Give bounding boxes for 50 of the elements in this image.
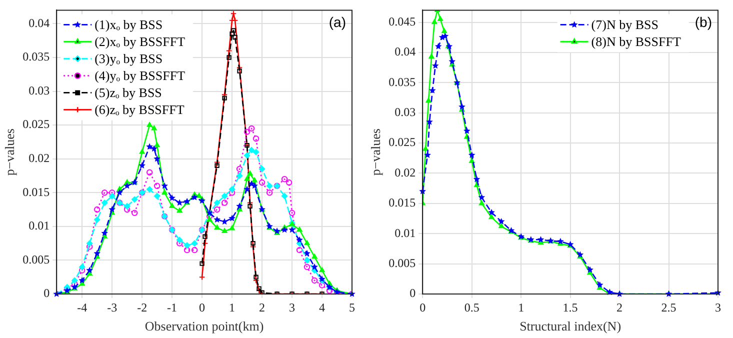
y-tick-label: 0.02	[394, 165, 416, 180]
y-tick-label: 0.03	[28, 83, 50, 98]
y-axis-title: p−values	[368, 128, 384, 176]
legend-label: (1)xₒ by BSS	[94, 17, 163, 32]
x-axis-title: Structural index(N)	[520, 318, 622, 334]
y-tick-label: 0.025	[22, 117, 50, 132]
x-tick-label: 5	[349, 300, 355, 314]
y-tick-label: 0.015	[388, 196, 416, 210]
x-tick-label: 1	[229, 300, 236, 314]
y-tick-label: 0.005	[22, 252, 50, 266]
x-axis-title: Observation point(km)	[144, 318, 264, 334]
x-tick-label: 4	[319, 300, 326, 314]
y-tick-label: 0.03	[394, 105, 416, 120]
y-tick-label: 0.015	[22, 184, 50, 199]
x-tick-label: 0.5	[464, 300, 480, 314]
annotation: (b)	[694, 14, 712, 30]
y-tick-label: 0.01	[28, 218, 50, 233]
legend-label: (8)N by BSSFFT	[591, 34, 681, 50]
y-tick-label: 0	[44, 286, 50, 300]
x-tick-label: 3	[715, 300, 721, 314]
y-tick-label: 0.02	[28, 151, 50, 166]
x-tick-label: 0	[420, 300, 426, 314]
y-tick-label: 0.01	[394, 226, 416, 240]
x-tick-label: 2.5	[661, 300, 676, 314]
legend-label: (4)yₒ by BSSFFT	[94, 68, 186, 84]
legend-label: (2)xₒ by BSSFFT	[94, 34, 186, 50]
y-tick-label: 0.045	[388, 14, 416, 28]
x-tick-label: 3	[289, 300, 296, 314]
legend-label: (7)N by BSS	[591, 17, 658, 32]
y-tick-label: 0.025	[388, 135, 416, 150]
x-tick-label: 1	[518, 300, 524, 314]
x-tick-label: 2	[616, 300, 623, 314]
x-tick-label: -3	[107, 300, 118, 314]
y-tick-label: 0.04	[394, 44, 416, 59]
y-tick-label: 0.005	[388, 256, 416, 270]
legend-label: (5)zₒ by BSS	[94, 85, 162, 100]
legend-label: (6)zₒ by BSSFFT	[94, 102, 184, 118]
x-tick-label: -1	[167, 300, 178, 314]
y-tick-label: 0	[410, 286, 416, 300]
x-tick-label: -4	[77, 300, 88, 314]
legend-label: (3)yₒ by BSS	[94, 51, 163, 66]
annotation: (a)	[328, 14, 346, 30]
x-tick-label: -2	[137, 300, 148, 314]
x-tick-label: 2	[259, 300, 266, 314]
y-axis-title: p−values	[2, 128, 18, 176]
x-tick-label: 1.5	[562, 300, 578, 314]
y-tick-label: 0.035	[22, 50, 50, 64]
y-tick-label: 0.04	[28, 16, 50, 30]
x-tick-label: 0	[199, 300, 206, 314]
y-tick-label: 0.035	[388, 74, 416, 89]
